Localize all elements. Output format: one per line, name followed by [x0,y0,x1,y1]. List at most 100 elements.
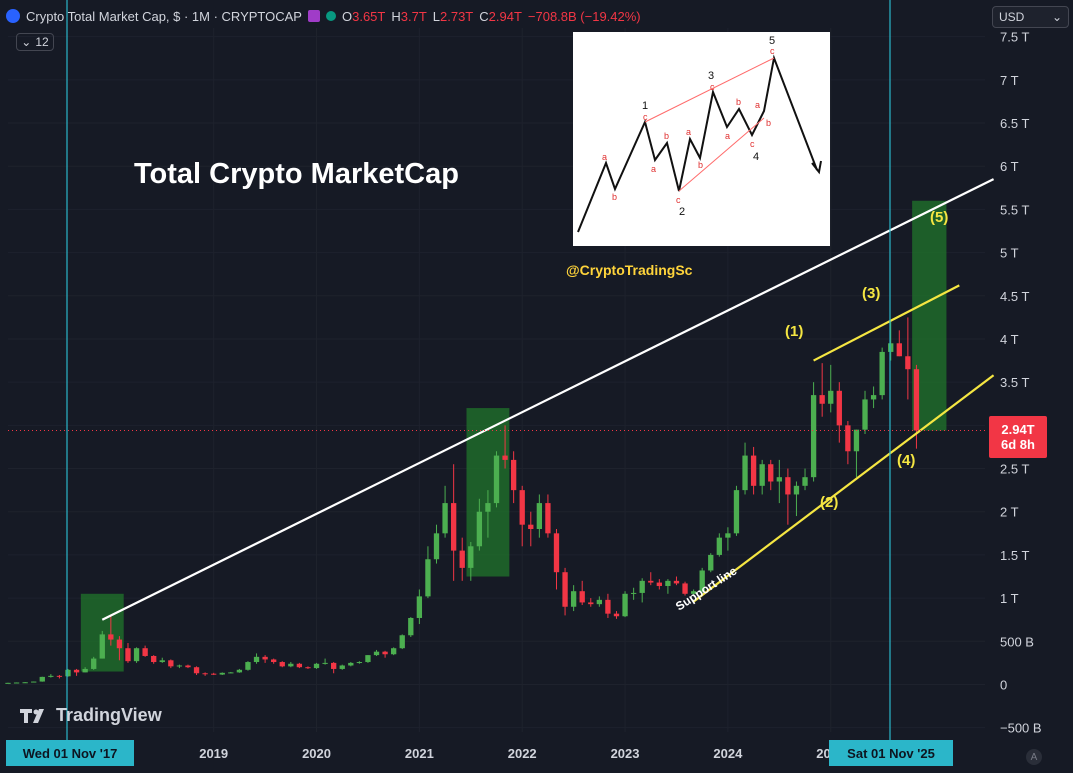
symbol-legend[interactable]: Crypto Total Market Cap, $ · 1M · CRYPTO… [6,6,641,26]
candle[interactable] [262,655,268,663]
candle[interactable] [682,581,688,596]
indicators-toggle-button[interactable]: ⌄ 12 [16,33,54,51]
support-line[interactable] [692,374,995,603]
candle[interactable] [733,485,740,536]
candles[interactable] [5,317,920,684]
candle[interactable] [596,596,602,607]
candle[interactable] [31,681,37,683]
candle[interactable] [562,567,568,616]
candle[interactable] [793,481,800,517]
candle[interactable] [528,511,534,547]
candle[interactable] [862,390,868,434]
candle[interactable] [108,614,114,646]
candle[interactable] [91,656,97,670]
candle[interactable] [228,671,234,674]
candle[interactable] [459,537,465,581]
candle[interactable] [425,546,431,599]
candle[interactable] [253,653,260,664]
candle[interactable] [853,429,860,478]
candle[interactable] [125,643,131,663]
candle[interactable] [151,655,157,664]
candle[interactable] [296,662,303,669]
candle[interactable] [579,580,585,606]
candle[interactable] [331,662,337,674]
auto-scale-button[interactable]: A [1026,749,1042,765]
candle[interactable] [159,657,165,663]
candle[interactable] [810,382,817,482]
candle[interactable] [888,321,894,361]
x-axis[interactable]: 2019202020212022202320242025 [199,746,845,761]
candle[interactable] [288,662,294,668]
candle[interactable] [339,664,345,670]
candle[interactable] [356,661,363,664]
candle[interactable] [870,386,877,409]
candle[interactable] [622,591,628,618]
candle[interactable] [365,655,371,663]
candle[interactable] [716,533,722,557]
candle[interactable] [708,553,714,573]
candle[interactable] [142,645,148,657]
candle[interactable] [630,587,637,600]
candle[interactable] [725,527,731,551]
candle[interactable] [322,658,328,665]
candle[interactable] [476,498,483,551]
candle[interactable] [245,661,251,671]
candle[interactable] [442,485,448,538]
candle[interactable] [665,579,671,594]
candle[interactable] [13,682,20,684]
candle[interactable] [699,567,705,593]
candle[interactable] [553,529,560,590]
candle[interactable] [690,589,697,597]
candle[interactable] [656,579,662,590]
candle[interactable] [236,668,243,673]
candle[interactable] [279,661,285,668]
candle[interactable] [673,576,680,586]
candle[interactable] [639,578,645,603]
candle[interactable] [836,382,842,443]
candle[interactable] [408,617,414,637]
candle[interactable] [133,647,140,663]
candle[interactable] [510,451,517,504]
candle[interactable] [742,442,748,495]
candle[interactable] [22,682,28,684]
candle[interactable] [48,674,54,678]
candle[interactable] [399,634,405,650]
candle[interactable] [785,468,791,525]
candle[interactable] [570,585,577,612]
candle[interactable] [768,459,774,491]
candle[interactable] [802,468,808,491]
candle[interactable] [65,668,71,677]
candle[interactable] [450,464,457,581]
candle[interactable] [605,593,611,618]
candle[interactable] [116,636,123,661]
candle[interactable] [56,674,63,679]
candle[interactable] [845,421,851,465]
candle[interactable] [536,494,543,538]
candle[interactable] [391,647,397,656]
candle[interactable] [588,598,594,607]
currency-select[interactable]: USD ⌄ [992,6,1069,28]
candle[interactable] [348,662,354,667]
candle[interactable] [73,668,80,676]
tradingview-branding[interactable]: TradingView [20,705,162,726]
candle[interactable] [493,451,500,508]
candle[interactable] [879,347,885,400]
candle[interactable] [485,490,491,538]
candle[interactable] [896,330,902,357]
candle[interactable] [5,682,11,684]
resistance-line[interactable] [101,178,995,621]
candle[interactable] [313,662,320,669]
candle[interactable] [545,494,551,538]
candle[interactable] [502,425,508,469]
candle[interactable] [819,363,825,417]
channel-top-line[interactable] [813,284,960,362]
candle[interactable] [176,664,183,669]
candle[interactable] [193,666,200,675]
symbol-title[interactable]: Crypto Total Market Cap, $ · 1M · CRYPTO… [26,8,302,24]
candle[interactable] [99,630,105,659]
candle[interactable] [750,446,757,495]
candle[interactable] [39,676,45,682]
candle[interactable] [305,666,311,669]
candle[interactable] [519,485,525,547]
